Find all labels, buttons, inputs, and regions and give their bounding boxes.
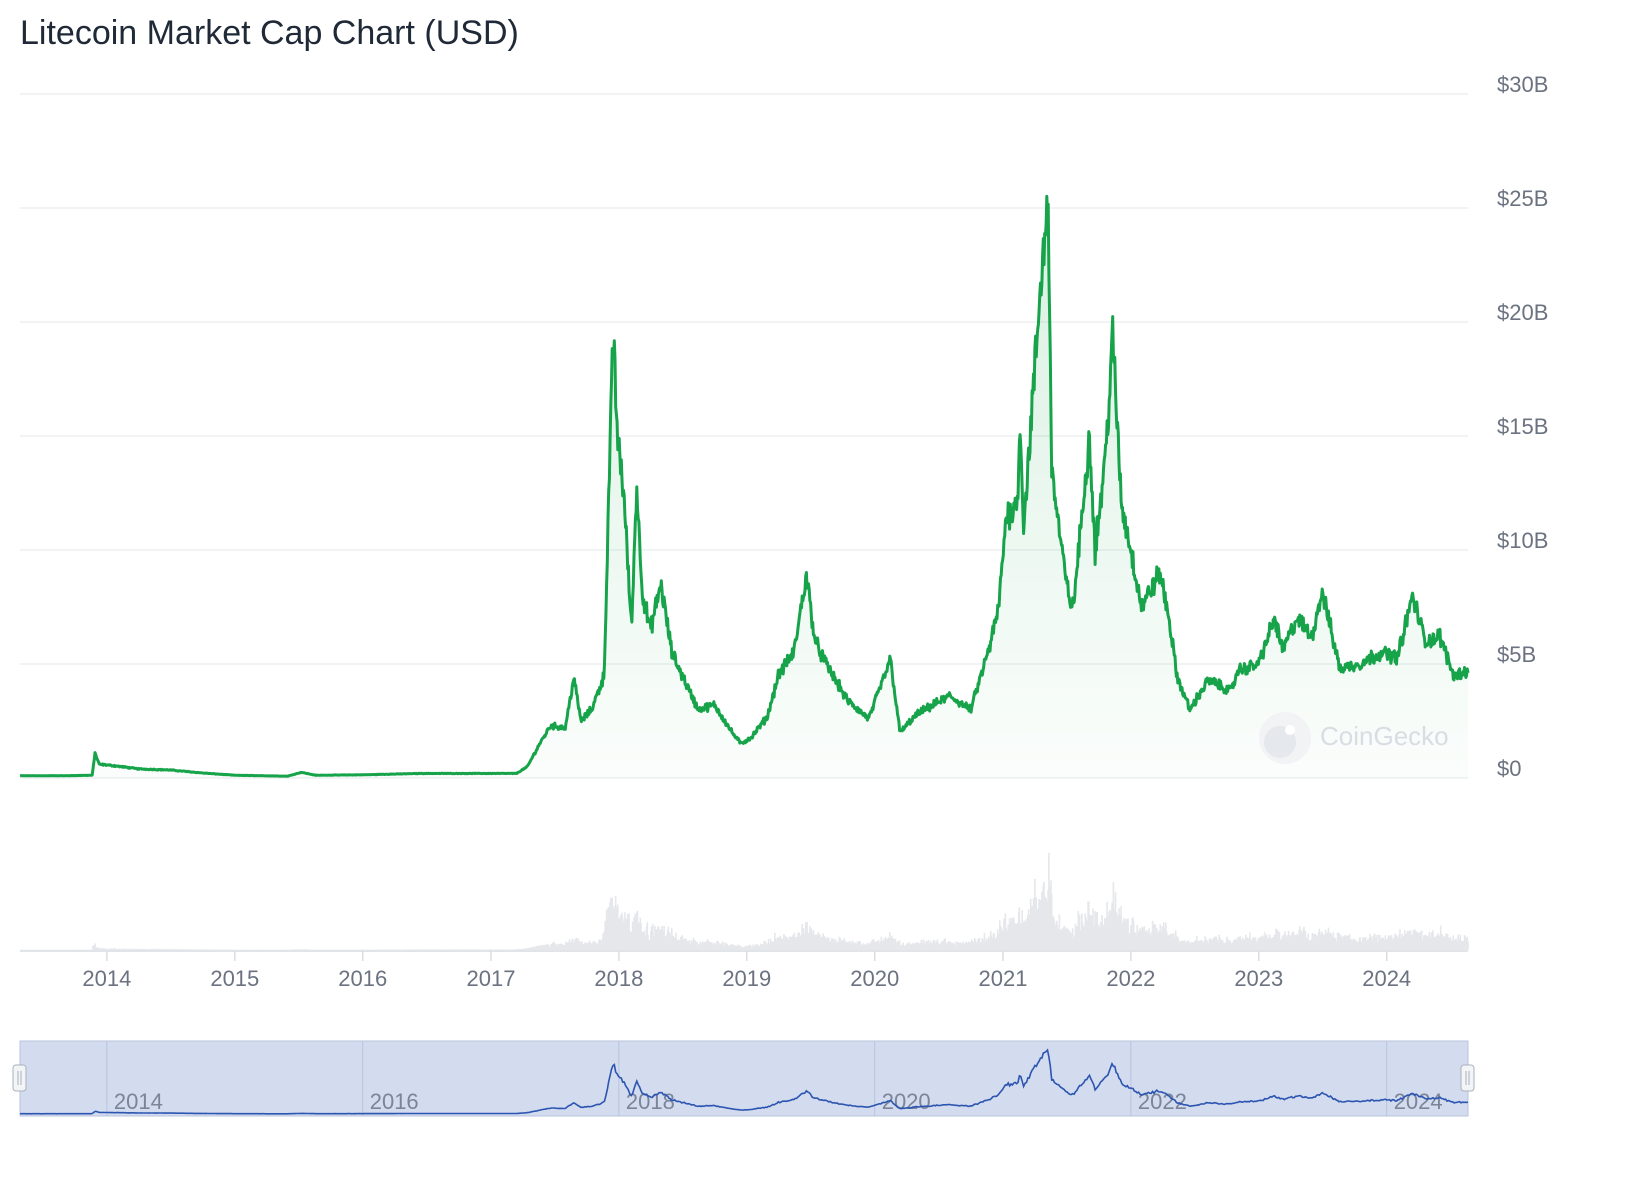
x-tick-label: 2024 <box>1362 966 1411 991</box>
x-tick-label: 2021 <box>978 966 1027 991</box>
navigator-window[interactable] <box>19 1040 1469 1117</box>
navigator-tick-label: 2024 <box>1394 1089 1443 1114</box>
navigator-tick-label: 2018 <box>626 1089 675 1114</box>
area-fill <box>20 196 1468 778</box>
y-tick-label: $30B <box>1497 72 1548 97</box>
coingecko-watermark: CoinGecko <box>1259 712 1449 764</box>
grid-lines <box>20 93 1468 952</box>
market-cap-line[interactable] <box>19 194 1470 778</box>
market-cap-area <box>20 196 1468 778</box>
navigator-right-handle[interactable] <box>1460 1064 1475 1092</box>
navigator-ticks: 2014 2016 2018 2020 2022 2024 <box>106 1041 1443 1116</box>
x-tick-label: 2017 <box>467 966 516 991</box>
x-tick-label: 2020 <box>850 966 899 991</box>
chart-title: Litecoin Market Cap Chart (USD) <box>20 14 519 52</box>
x-tick-label: 2018 <box>594 966 643 991</box>
x-tick-label: 2015 <box>210 966 259 991</box>
navigator-tick-label: 2014 <box>114 1089 163 1114</box>
gecko-logo-icon <box>1259 712 1311 764</box>
watermark-text: CoinGecko <box>1320 721 1449 751</box>
y-axis-ticks: $0 $5B $10B $15B $20B $25B $30B <box>1497 72 1548 781</box>
y-tick-label: $5B <box>1497 642 1536 667</box>
x-tick-label: 2022 <box>1106 966 1155 991</box>
y-tick-label: $25B <box>1497 186 1548 211</box>
x-tick-label: 2019 <box>722 966 771 991</box>
volume-bars <box>19 852 1469 950</box>
y-tick-label: $0 <box>1497 756 1521 781</box>
volume-series <box>19 852 1469 950</box>
navigator-line <box>20 1048 1469 1115</box>
range-navigator[interactable]: 2014 2016 2018 2020 2022 2024 <box>12 1040 1475 1117</box>
y-tick-label: $10B <box>1497 528 1548 553</box>
x-axis-ticks: 2014 2015 2016 2017 2018 2019 2020 2021 2022 2023… <box>82 951 1411 991</box>
navigator-left-handle[interactable] <box>12 1064 27 1092</box>
y-tick-label: $20B <box>1497 300 1548 325</box>
series-line[interactable] <box>19 194 1470 778</box>
navigator-tick-label: 2016 <box>370 1089 419 1114</box>
y-tick-label: $15B <box>1497 414 1548 439</box>
x-tick-label: 2016 <box>338 966 387 991</box>
x-tick-label: 2023 <box>1234 966 1283 991</box>
x-tick-label: 2014 <box>82 966 131 991</box>
